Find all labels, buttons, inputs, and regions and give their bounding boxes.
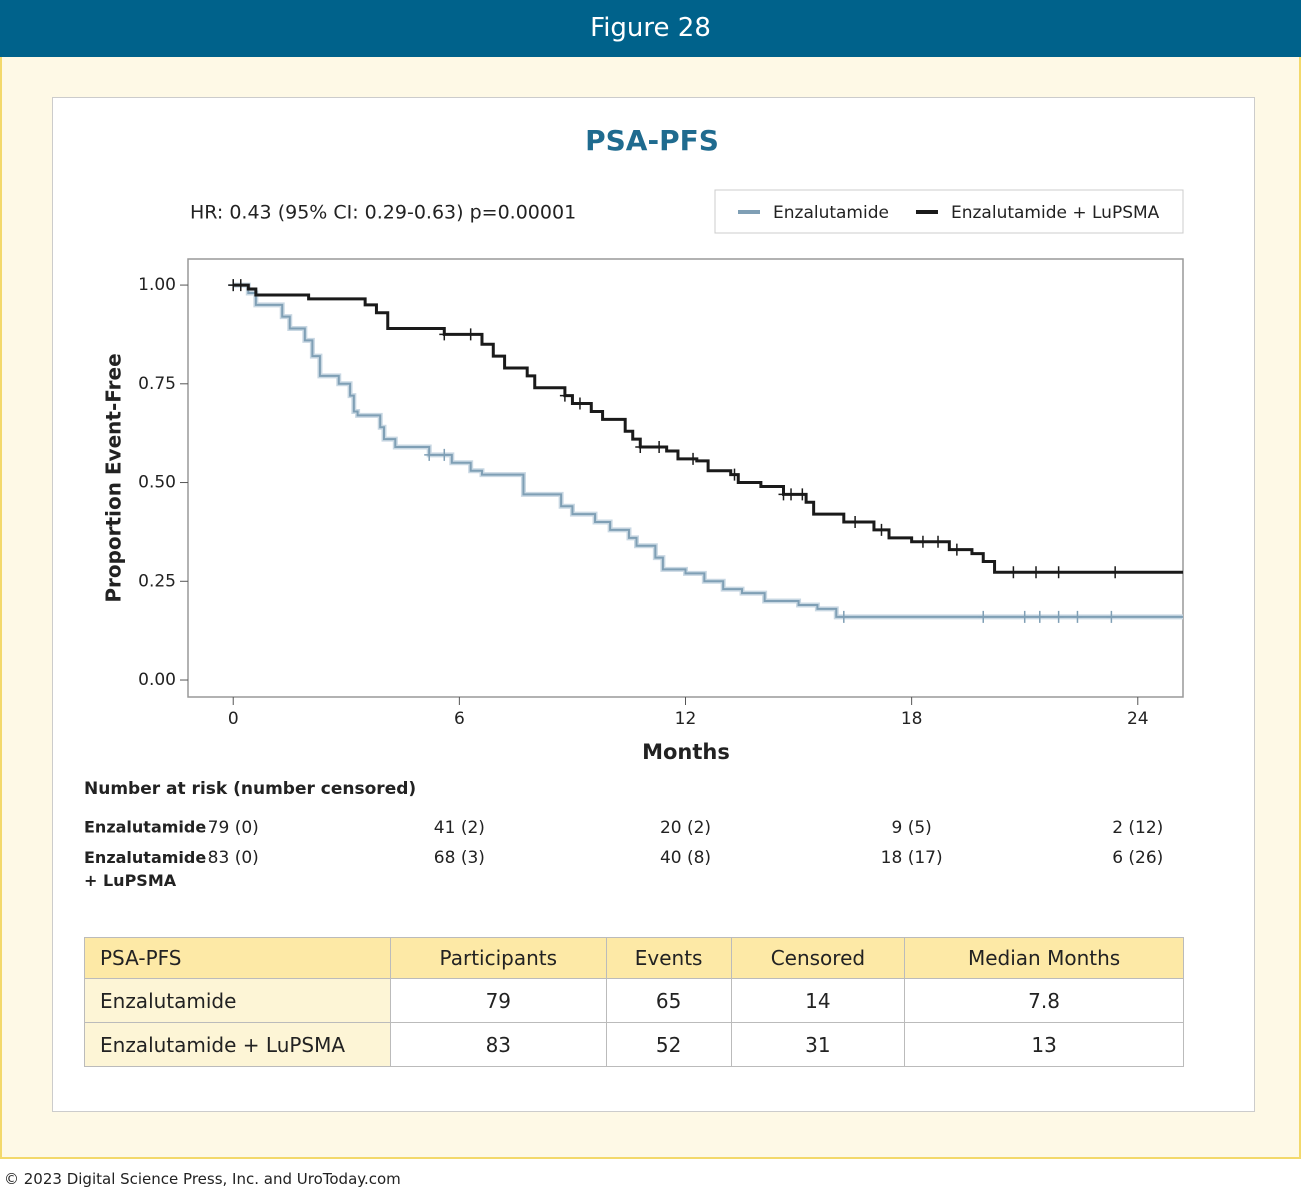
censor-mark [688, 452, 699, 465]
y-tick-label: 1.00 [138, 275, 176, 295]
risk-cell: 68 (3) [434, 848, 485, 868]
y-tick-label: 0.75 [138, 374, 176, 394]
table-cell: 31 [730, 1022, 906, 1067]
table-cell: 52 [605, 1022, 732, 1067]
risk-row-label-line: + LuPSMA [84, 871, 177, 890]
table-cell: Enzalutamide + LuPSMA [84, 1022, 391, 1067]
table-cell: Median Months [904, 937, 1184, 979]
censor-mark [1106, 610, 1117, 623]
censor-mark [917, 535, 928, 548]
x-tick-label: 18 [901, 709, 923, 729]
x-axis-label: Months [642, 740, 730, 764]
censor-mark [1031, 566, 1042, 579]
legend-box [714, 189, 1184, 234]
summary-table: PSA-PFS Participants Events Censored Median … [84, 937, 1184, 1067]
table-cell: 65 [605, 978, 732, 1023]
censor-mark [559, 389, 570, 402]
table-row: PSA-PFS Participants Events Censored Median … [84, 937, 1184, 979]
chart-title: PSA-PFS [585, 124, 719, 157]
risk-cell: 9 (5) [891, 818, 931, 838]
censor-mark [574, 397, 585, 410]
risk-cell: 18 (17) [881, 848, 943, 868]
table-cell: 14 [730, 978, 906, 1023]
risk-title: Number at risk (number censored) [84, 779, 416, 799]
risk-cell: 2 (12) [1112, 818, 1163, 838]
table-row: Enzalutamide 79 65 14 7.8 [84, 978, 1184, 1023]
censor-mark [1034, 610, 1045, 623]
censor-mark [1110, 566, 1121, 579]
x-tick-label: 12 [675, 709, 697, 729]
censor-mark [1008, 566, 1019, 579]
table-cell: PSA-PFS [84, 937, 391, 979]
legend-label: Enzalutamide + LuPSMA [951, 203, 1160, 223]
risk-cell: 20 (2) [660, 818, 711, 838]
censor-mark [235, 279, 246, 292]
censor-mark [1053, 610, 1064, 623]
y-tick-label: 0.00 [138, 670, 176, 690]
y-tick-label: 0.25 [138, 571, 176, 591]
risk-cell: 79 (0) [208, 818, 259, 838]
table-cell: Participants [390, 937, 607, 979]
risk-cell: 83 (0) [208, 848, 259, 868]
x-tick-label: 6 [454, 709, 465, 729]
censor-mark [951, 543, 962, 556]
table-cell: 7.8 [904, 978, 1184, 1023]
censor-mark [654, 440, 665, 453]
censor-mark [729, 468, 740, 481]
censor-mark [933, 535, 944, 548]
x-tick-label: 0 [228, 709, 239, 729]
risk-cell: 41 (2) [434, 818, 485, 838]
footer: © 2023 Digital Science Press, Inc. and U… [4, 1170, 401, 1188]
risk-cell: 6 (26) [1112, 848, 1163, 868]
table-cell: 83 [390, 1022, 607, 1067]
censor-mark [1053, 566, 1064, 579]
censor-mark [465, 328, 476, 341]
table-row: Enzalutamide + LuPSMA 83 52 31 13 [84, 1022, 1184, 1067]
annotation: HR: 0.43 (95% CI: 0.29-0.63) p=0.00001 [190, 202, 576, 224]
censor-mark [635, 440, 646, 453]
table-cell: Censored [730, 937, 906, 979]
x-tick-label: 24 [1127, 709, 1149, 729]
legend-label: Enzalutamide [773, 203, 889, 223]
figure-header: Figure 28 [0, 0, 1301, 57]
y-axis-label: Proportion Event-Free [102, 353, 126, 602]
censor-mark [424, 448, 435, 461]
censor-mark [797, 488, 808, 501]
plot-area [187, 258, 1184, 698]
y-tick-label: 0.50 [138, 473, 176, 493]
risk-row-label: Enzalutamide [84, 818, 206, 837]
censor-mark [439, 448, 450, 461]
risk-cell: 40 (8) [660, 848, 711, 868]
risk-row-label-line: Enzalutamide [84, 848, 206, 867]
censor-mark [838, 610, 849, 623]
censor-mark [1019, 610, 1030, 623]
censor-mark [876, 523, 887, 536]
km-curve [233, 284, 1183, 618]
table-cell: Events [605, 937, 732, 979]
risk-row-label: Enzalutamide + LuPSMA [84, 848, 206, 890]
censor-mark [850, 516, 861, 529]
censor-mark [439, 328, 450, 341]
table-cell: 13 [904, 1022, 1184, 1067]
censor-mark [1072, 610, 1083, 623]
table-cell: Enzalutamide [84, 978, 391, 1023]
censor-mark [786, 488, 797, 501]
table-cell: 79 [390, 978, 607, 1023]
censor-mark [978, 610, 989, 623]
